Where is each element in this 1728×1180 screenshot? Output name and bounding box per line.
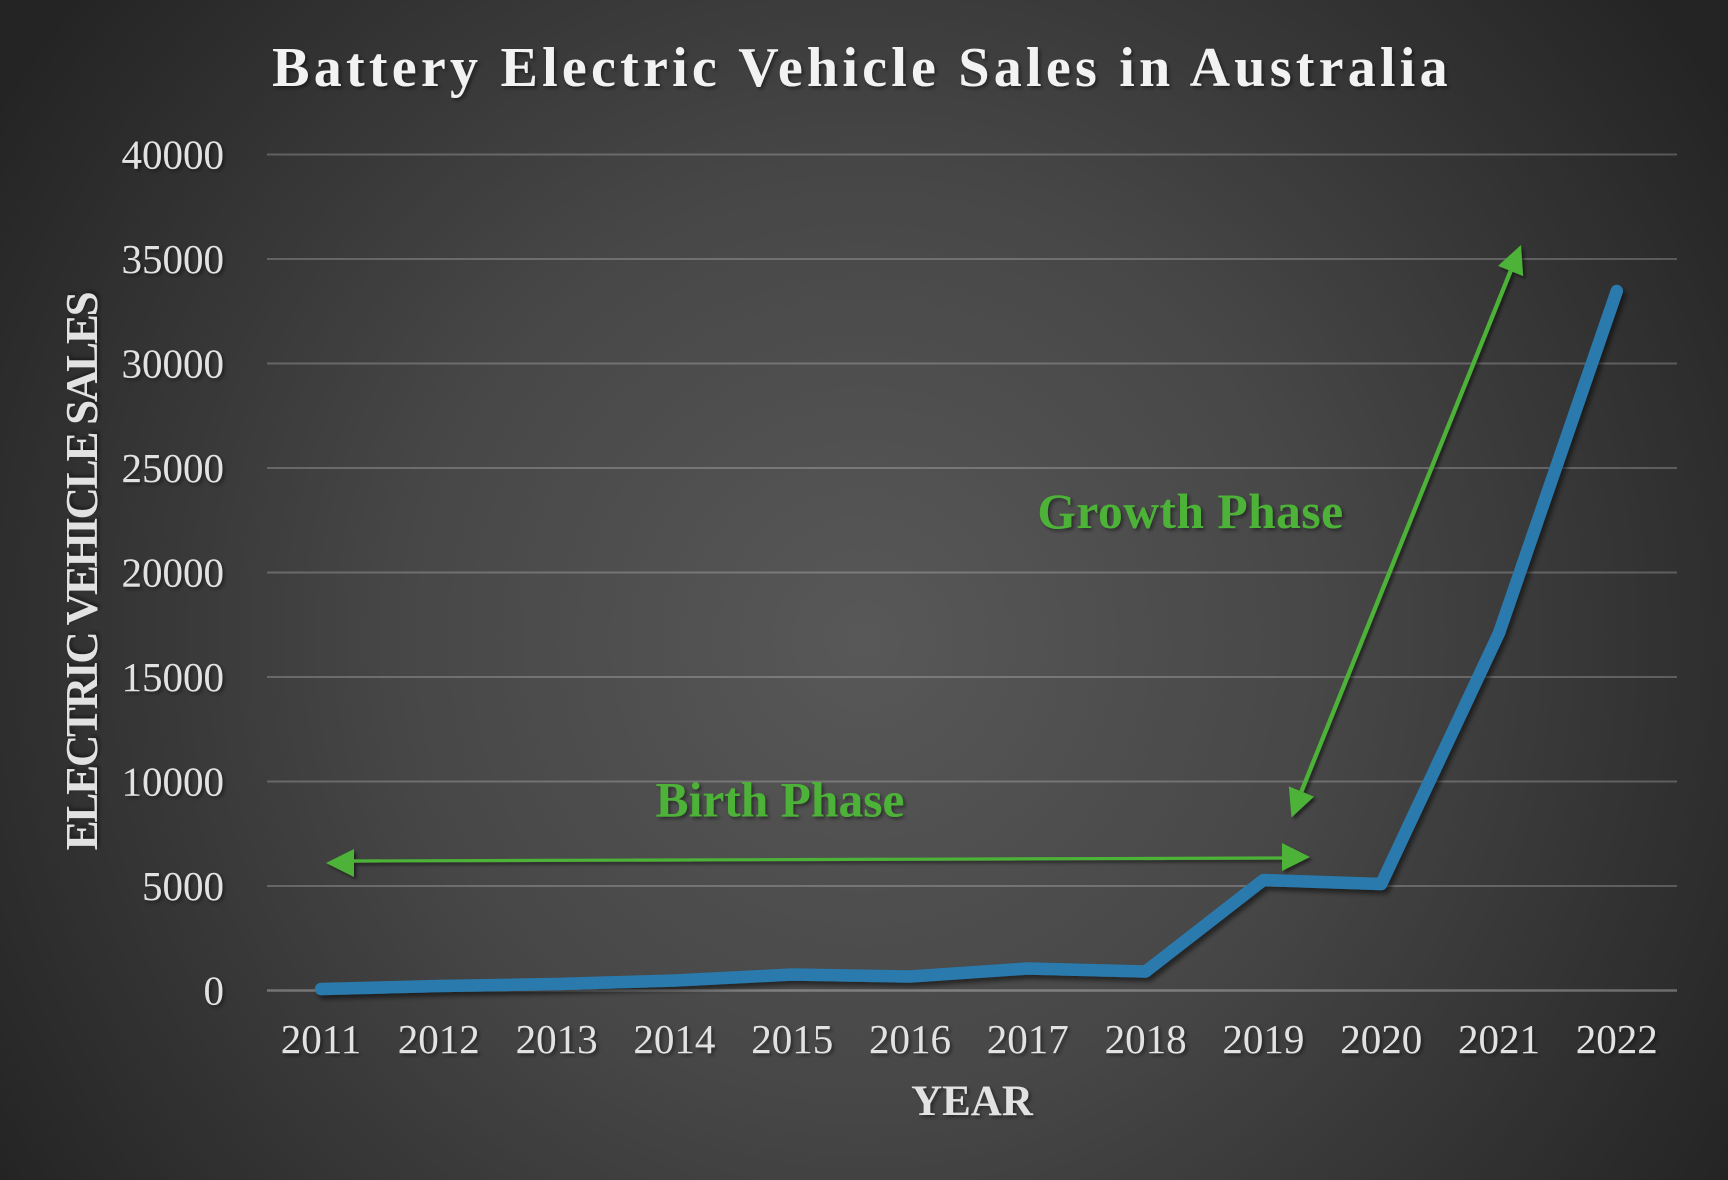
svg-text:2015: 2015	[751, 1016, 833, 1062]
svg-text:15000: 15000	[122, 654, 225, 700]
svg-text:Battery Electric Vehicle Sales: Battery Electric Vehicle Sales in Austra…	[272, 37, 1452, 99]
svg-text:35000: 35000	[122, 236, 225, 282]
svg-text:Birth Phase: Birth Phase	[656, 773, 905, 828]
svg-text:2020: 2020	[1340, 1016, 1422, 1062]
svg-text:25000: 25000	[122, 445, 225, 491]
svg-text:2017: 2017	[987, 1016, 1069, 1062]
svg-text:40000: 40000	[122, 132, 225, 178]
svg-text:2018: 2018	[1105, 1016, 1187, 1062]
svg-text:2022: 2022	[1576, 1016, 1658, 1062]
svg-text:YEAR: YEAR	[911, 1078, 1034, 1125]
svg-text:2021: 2021	[1458, 1016, 1540, 1062]
svg-text:2011: 2011	[281, 1016, 361, 1062]
svg-text:Growth Phase: Growth Phase	[1037, 484, 1343, 539]
svg-text:ELECTRIC VEHICLE SALES: ELECTRIC VEHICLE SALES	[57, 292, 107, 850]
svg-text:5000: 5000	[142, 863, 224, 909]
svg-text:2019: 2019	[1222, 1016, 1304, 1062]
svg-text:20000: 20000	[122, 550, 225, 596]
svg-text:2014: 2014	[633, 1016, 715, 1062]
svg-text:2016: 2016	[869, 1016, 951, 1062]
svg-text:10000: 10000	[122, 759, 225, 805]
svg-text:2013: 2013	[516, 1016, 598, 1062]
svg-text:0: 0	[204, 968, 225, 1014]
svg-text:30000: 30000	[122, 341, 225, 387]
svg-text:2012: 2012	[398, 1016, 480, 1062]
